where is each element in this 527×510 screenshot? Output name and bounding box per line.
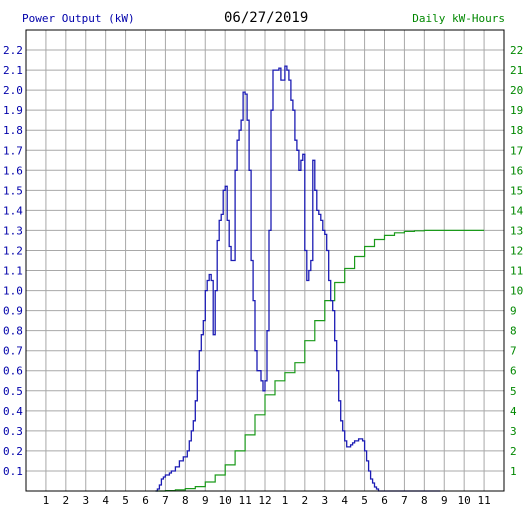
x-tick-label: 11: [238, 494, 251, 507]
right-y-tick-label: 21: [510, 64, 523, 77]
right-y-tick-label: 18: [510, 124, 523, 137]
left-y-tick-label: 2.2: [3, 44, 23, 57]
x-tick-label: 7: [401, 494, 408, 507]
grid-lines: [26, 30, 504, 491]
right-y-tick-label: 11: [510, 265, 523, 278]
left-y-tick-label: 0.5: [3, 385, 23, 398]
right-y-tick-label: 6: [510, 365, 517, 378]
x-tick-labels: 1 2 3 4 5 6 7 8 9 10 11 12 1 2 3 4 5 6 7 8 9 10 11: [43, 494, 491, 507]
x-tick-label: 9: [441, 494, 448, 507]
chart-date-title: 06/27/2019: [224, 10, 309, 26]
left-axis-title: Power Output (kW): [22, 12, 135, 25]
right-y-tick-label: 8: [510, 325, 517, 338]
left-y-tick-label: 0.4: [3, 405, 23, 418]
x-tick-label: 3: [321, 494, 328, 507]
right-y-tick-label: 1: [510, 465, 517, 478]
right-y-tick-label: 12: [510, 244, 523, 257]
right-y-tick-label: 20: [510, 84, 523, 97]
left-y-tick-labels: 0.1 0.2 0.3 0.4 0.5 0.6 0.7 0.8 0.9 1.0 1.1 1.2 1.3 1…: [3, 44, 23, 478]
x-tick-label: 6: [142, 494, 149, 507]
x-tick-label: 9: [202, 494, 209, 507]
power-series: [155, 65, 441, 492]
x-tick-label: 3: [82, 494, 89, 507]
left-y-tick-label: 1.1: [3, 265, 23, 278]
x-tick-label: 4: [341, 494, 348, 507]
left-y-tick-label: 1.7: [3, 144, 23, 157]
left-y-tick-label: 1.9: [3, 104, 23, 117]
x-tick-label: 12: [258, 494, 271, 507]
x-tick-label: 8: [421, 494, 428, 507]
x-tick-label: 10: [219, 494, 232, 507]
energy-series: [155, 229, 485, 492]
right-y-tick-label: 22: [510, 44, 523, 57]
left-y-tick-label: 0.1: [3, 465, 23, 478]
left-y-tick-label: 0.2: [3, 445, 23, 458]
x-tick-label: 8: [182, 494, 189, 507]
x-tick-label: 5: [361, 494, 368, 507]
left-y-tick-label: 1.3: [3, 224, 23, 237]
left-y-tick-label: 1.4: [3, 204, 23, 217]
right-y-tick-label: 7: [510, 345, 517, 358]
left-y-tick-label: 1.8: [3, 124, 23, 137]
left-y-tick-label: 1.6: [3, 164, 23, 177]
right-y-tick-label: 10: [510, 285, 523, 298]
right-y-tick-label: 17: [510, 144, 523, 157]
x-tick-label: 2: [63, 494, 70, 507]
left-y-tick-label: 0.3: [3, 425, 23, 438]
left-y-tick-label: 1.0: [3, 285, 23, 298]
x-tick-label: 6: [381, 494, 388, 507]
right-y-tick-label: 9: [510, 305, 517, 318]
x-tick-label: 1: [282, 494, 289, 507]
right-y-tick-label: 14: [510, 204, 524, 217]
right-axis-title: Daily kW-Hours: [412, 12, 505, 25]
right-y-tick-label: 13: [510, 224, 523, 237]
x-tick-label: 10: [458, 494, 471, 507]
right-y-tick-label: 15: [510, 184, 523, 197]
right-y-tick-label: 4: [510, 405, 517, 418]
left-y-tick-label: 1.2: [3, 244, 23, 257]
x-tick-label: 1: [43, 494, 50, 507]
left-y-tick-label: 0.9: [3, 305, 23, 318]
x-tick-label: 11: [477, 494, 490, 507]
right-y-tick-label: 3: [510, 425, 517, 438]
left-y-tick-label: 0.6: [3, 365, 23, 378]
left-y-tick-label: 1.5: [3, 184, 23, 197]
x-tick-label: 5: [122, 494, 129, 507]
left-y-tick-label: 2.0: [3, 84, 23, 97]
right-y-tick-label: 5: [510, 385, 517, 398]
power-line: [155, 65, 441, 492]
left-y-tick-label: 0.8: [3, 325, 23, 338]
right-y-tick-label: 16: [510, 164, 523, 177]
right-y-tick-label: 19: [510, 104, 523, 117]
x-tick-label: 2: [302, 494, 309, 507]
right-y-tick-label: 2: [510, 445, 517, 458]
energy-line: [155, 229, 485, 492]
x-tick-label: 7: [162, 494, 169, 507]
left-y-tick-label: 2.1: [3, 64, 23, 77]
x-tick-label: 4: [102, 494, 109, 507]
left-y-tick-label: 0.7: [3, 345, 23, 358]
plot-frame: [25, 29, 505, 492]
